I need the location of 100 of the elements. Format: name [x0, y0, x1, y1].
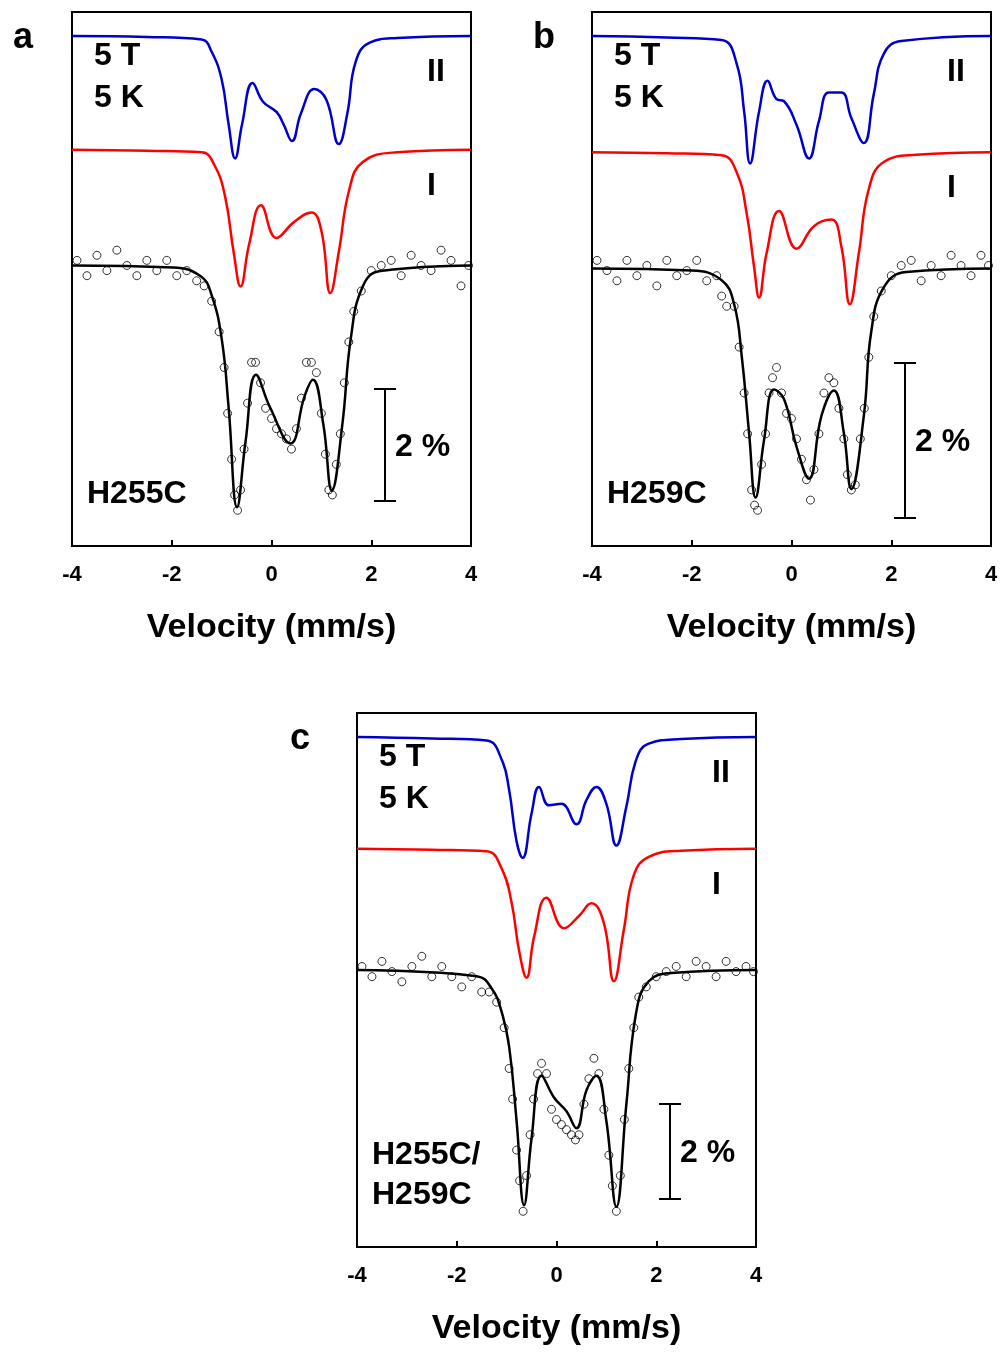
point: [406, 250, 416, 260]
series-label: I: [427, 165, 436, 202]
point: [427, 972, 437, 982]
point: [446, 255, 456, 265]
point: [552, 1114, 561, 1124]
point: [916, 276, 926, 286]
point: [629, 1023, 639, 1033]
point: [261, 403, 271, 413]
point: [239, 444, 249, 454]
point: [386, 255, 396, 265]
point: [855, 434, 865, 444]
point: [876, 286, 886, 296]
point: [301, 357, 311, 367]
point: [787, 413, 796, 423]
point: [457, 982, 467, 992]
point: [801, 475, 811, 485]
point: [182, 266, 192, 276]
point: [926, 260, 936, 270]
annotation: 2 %: [680, 1133, 736, 1170]
point: [82, 271, 92, 281]
point: [731, 967, 741, 977]
point: [906, 255, 916, 265]
series-label: I: [712, 864, 721, 901]
annotation: 5 K: [614, 78, 664, 114]
point: [859, 403, 869, 413]
point: [492, 997, 502, 1007]
point: [619, 1114, 629, 1124]
point: [251, 357, 261, 367]
point: [219, 362, 229, 372]
point: [662, 255, 672, 265]
point: [602, 266, 612, 276]
point: [331, 459, 341, 469]
point: [661, 967, 671, 977]
point: [417, 951, 427, 961]
point: [529, 1094, 539, 1104]
point: [243, 398, 253, 408]
annotation: 2 %: [915, 422, 971, 459]
point: [499, 1023, 509, 1033]
point: [634, 992, 644, 1002]
point: [819, 388, 829, 398]
annotation: 2 %: [395, 426, 451, 463]
point: [761, 429, 771, 439]
point: [846, 485, 856, 495]
point: [864, 352, 874, 362]
x-tick-label: 4: [464, 560, 478, 586]
point: [612, 276, 622, 286]
point: [537, 1058, 547, 1068]
annotation: 5 K: [379, 779, 429, 815]
point: [749, 967, 759, 977]
series-label: I: [947, 168, 956, 205]
point: [743, 429, 753, 439]
x-tick-label: -4: [582, 560, 603, 586]
point: [142, 255, 152, 265]
point: [286, 444, 296, 454]
point: [306, 357, 316, 367]
point: [547, 1104, 557, 1114]
point: [584, 1074, 594, 1084]
point: [327, 490, 337, 500]
annotation: H259C: [607, 474, 707, 510]
point: [533, 1069, 543, 1079]
point: [557, 1120, 566, 1130]
point: [739, 388, 749, 398]
point: [192, 276, 202, 286]
point: [814, 429, 824, 439]
x-tick-label: -2: [681, 560, 702, 586]
point: [376, 260, 386, 270]
point: [702, 276, 712, 286]
x-tick-label: 4: [984, 560, 998, 586]
point: [692, 255, 702, 265]
point: [320, 449, 330, 459]
point: [611, 1206, 621, 1216]
point: [574, 1130, 584, 1140]
x-tick-label: 0: [550, 1261, 563, 1287]
point: [349, 306, 359, 316]
point: [281, 434, 291, 444]
point: [671, 961, 681, 971]
point: [525, 1130, 535, 1140]
point: [426, 266, 436, 276]
x-axis-title: Velocity (mm/s): [146, 606, 397, 644]
point: [701, 961, 711, 971]
point: [589, 1053, 599, 1063]
point: [72, 255, 82, 265]
point: [344, 337, 354, 347]
point: [377, 956, 387, 966]
point: [805, 495, 815, 505]
point: [199, 281, 209, 291]
annotation: H255C: [87, 474, 187, 510]
series-label: II: [712, 752, 730, 789]
annotation: 5 K: [94, 78, 144, 114]
point: [622, 255, 632, 265]
point: [207, 296, 217, 306]
point: [966, 271, 976, 281]
point: [122, 260, 132, 270]
point: [711, 972, 721, 982]
point: [214, 327, 224, 337]
point: [512, 1145, 522, 1155]
point: [515, 1176, 525, 1186]
point: [682, 266, 692, 276]
point: [456, 281, 466, 291]
point: [339, 378, 349, 388]
